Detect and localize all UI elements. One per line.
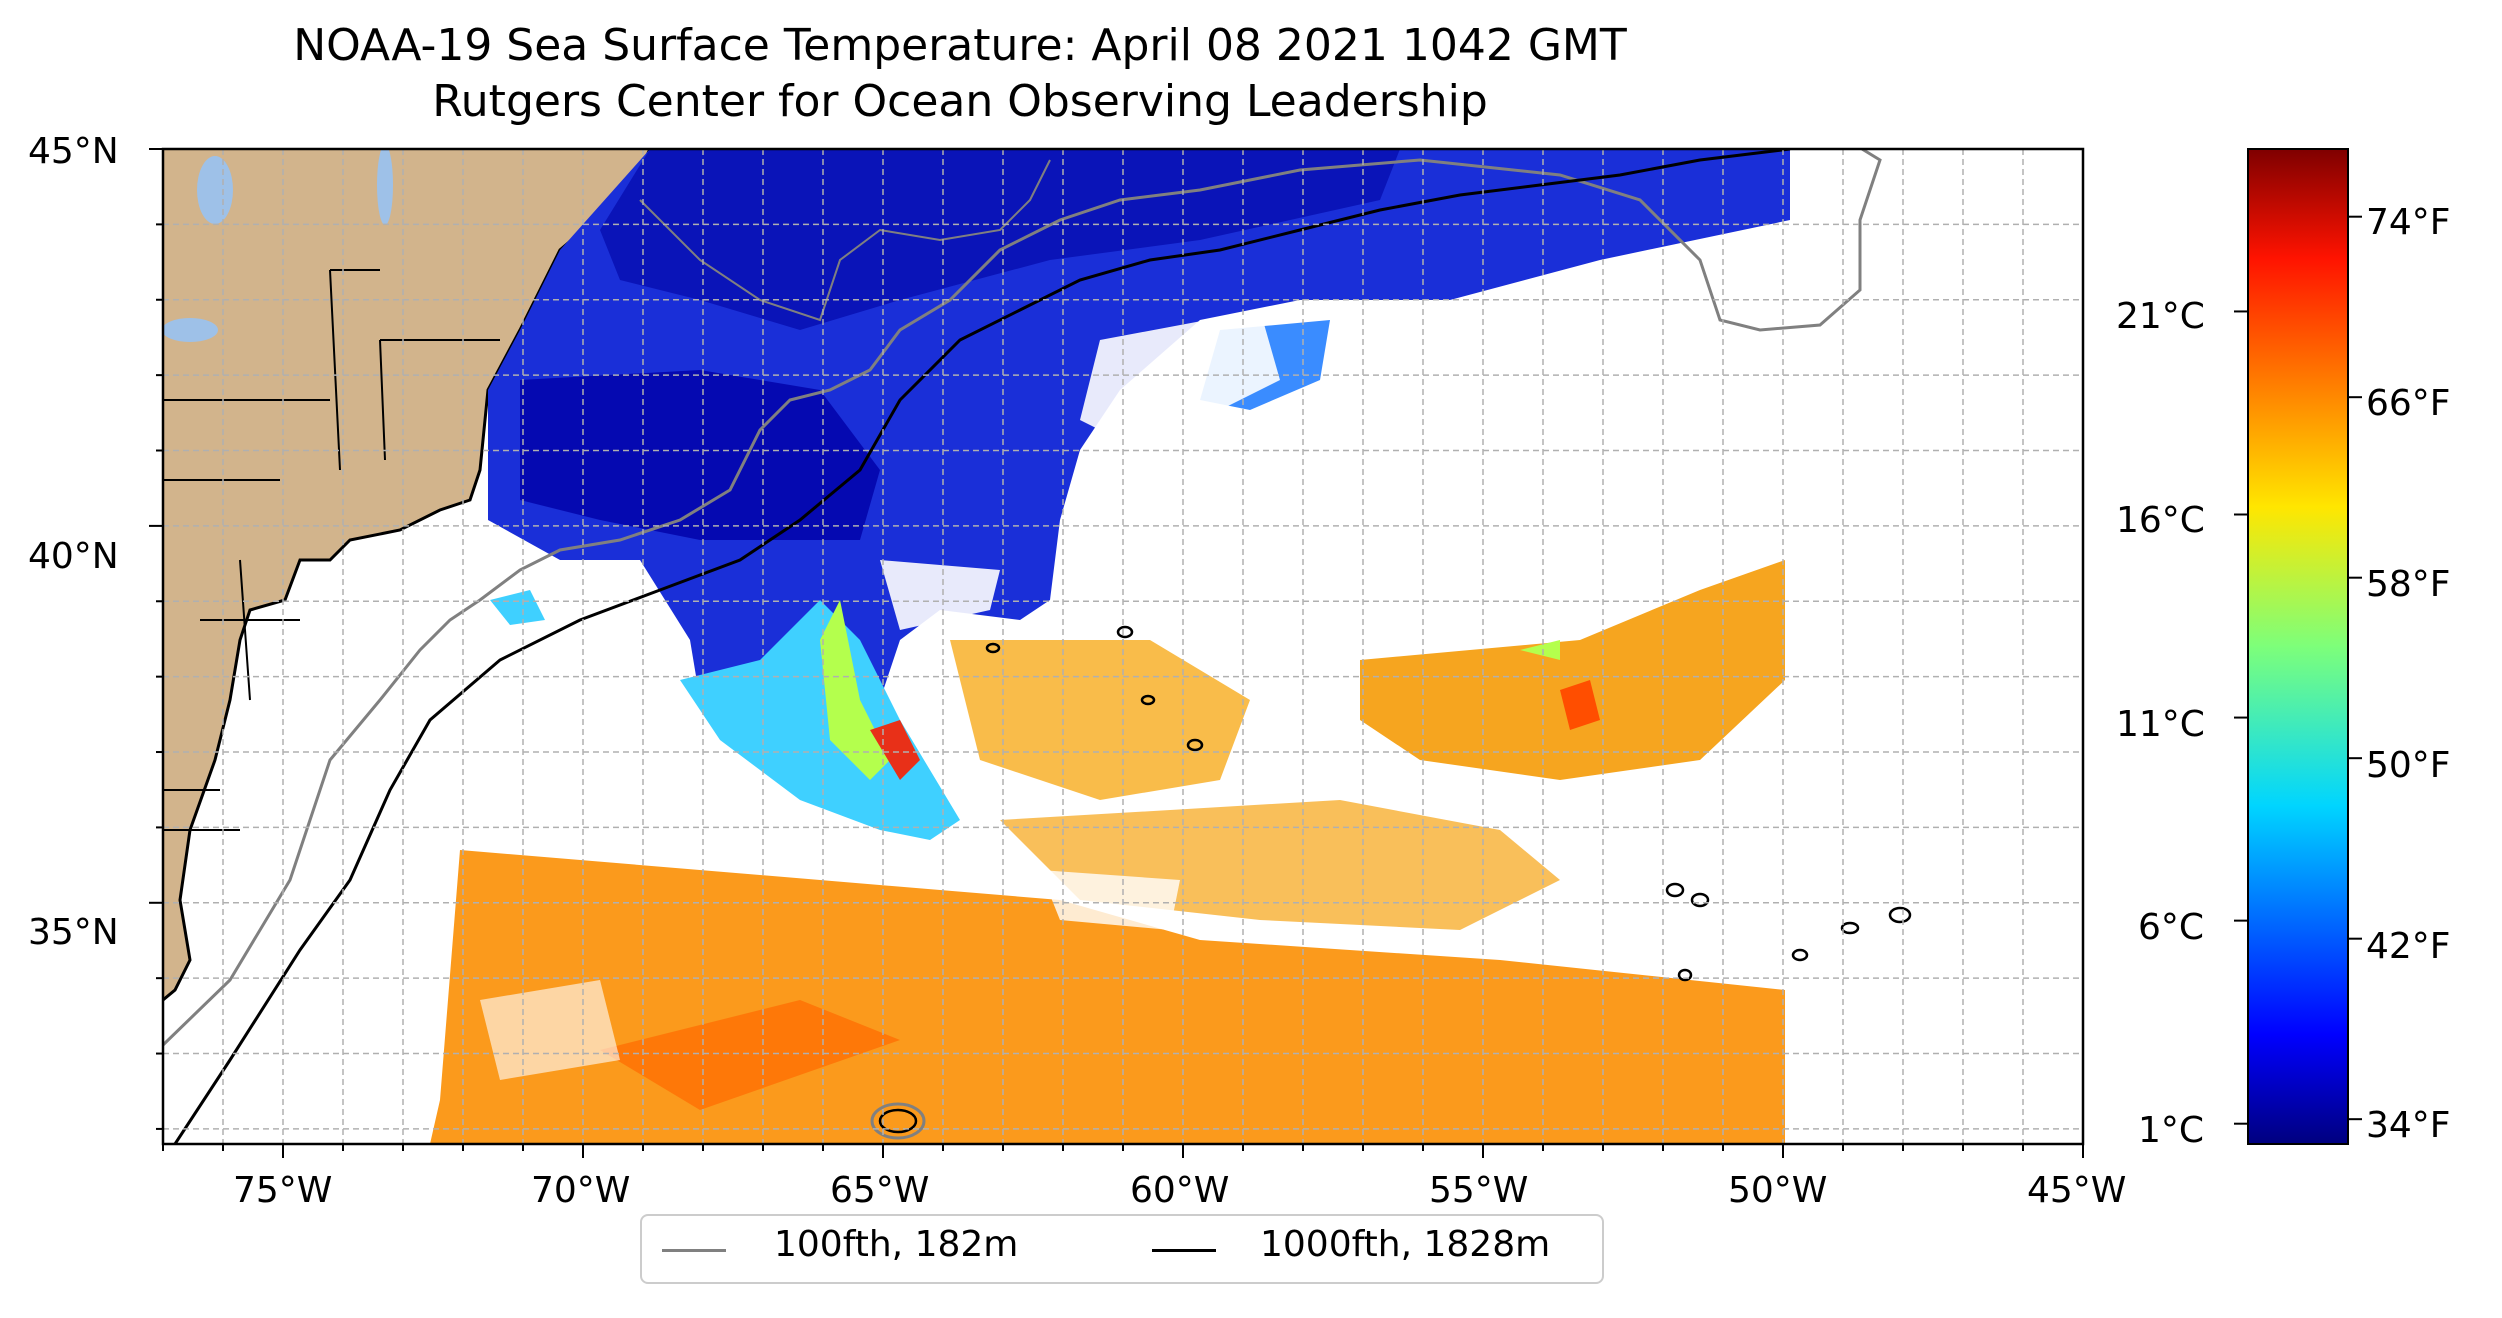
chart-title: NOAA-19 Sea Surface Temperature: April 0… (293, 20, 1627, 71)
cloud-gap (880, 560, 1000, 630)
lon-label-70w: 70°W (531, 1170, 631, 1211)
lake (377, 149, 393, 225)
legend-swatch-100fth (662, 1249, 726, 1252)
cloud-gap (1080, 310, 1280, 450)
lon-label-50w: 50°W (1728, 1170, 1828, 1211)
isobath-100fth (163, 149, 1882, 1047)
lon-label-75w: 75°W (233, 1170, 333, 1211)
lat-label-35: 35°N (28, 912, 119, 953)
sst-red-streak (600, 1000, 900, 1110)
isobath-100fth-inner (639, 159, 1051, 322)
sst-green-fleck (1520, 640, 1560, 660)
sst-gulf-plume (680, 600, 960, 840)
cloud-gap (480, 980, 620, 1080)
cbar-label-21c: 21°C (2116, 296, 2205, 337)
lake (163, 318, 218, 342)
sst-warm-plume (820, 600, 890, 780)
cbar-label-42f: 42°F (2366, 926, 2451, 967)
cbar-label-34f: 34°F (2366, 1105, 2451, 1146)
sst-warm-patch (950, 640, 1250, 800)
isobath-1000fth (173, 149, 1791, 1144)
lat-label-45: 45°N (28, 131, 119, 172)
cbar-label-16c: 16°C (2116, 500, 2205, 541)
cbar-label-50f: 50°F (2366, 745, 2451, 786)
lat-label-40: 40°N (28, 536, 119, 577)
cbar-label-74f: 74°F (2366, 202, 2451, 243)
seamounts (878, 625, 1912, 1134)
cbar-label-58f: 58°F (2366, 564, 2451, 605)
cbar-label-6c: 6°C (2138, 907, 2205, 948)
cbar-label-11c: 11°C (2116, 704, 2205, 745)
chart-subtitle: Rutgers Center for Ocean Observing Leade… (432, 76, 1488, 127)
seamounts-gray (870, 1102, 926, 1140)
sst-warm-patch (1360, 560, 1785, 780)
sst-cyan-patch (490, 590, 545, 625)
sst-red-patch (1560, 680, 1600, 730)
lon-label-45w: 45°W (2027, 1170, 2127, 1211)
lon-label-65w: 65°W (830, 1170, 930, 1211)
graticule (163, 149, 2083, 1144)
lon-label-55w: 55°W (1429, 1170, 1529, 1211)
state-borders (163, 269, 500, 831)
colorbar-ticks (2234, 215, 2362, 1125)
sst-cold-shelf (520, 370, 880, 540)
land-mass (163, 149, 650, 1000)
cbar-label-66f: 66°F (2366, 383, 2451, 424)
legend: 100fth, 182m 1000fth, 1828m (640, 1214, 1604, 1284)
legend-label-1000fth: 1000fth, 1828m (1260, 1224, 1551, 1265)
lake (197, 156, 233, 224)
map-ticks (149, 148, 2084, 1158)
sst-cold-deep (600, 149, 1400, 330)
legend-label-100fth: 100fth, 182m (774, 1224, 1019, 1265)
lon-label-60w: 60°W (1130, 1170, 1230, 1211)
colorbar (2247, 148, 2349, 1145)
cbar-label-1c: 1°C (2138, 1110, 2205, 1151)
legend-swatch-1000fth (1152, 1249, 1216, 1252)
cloud-gap (1040, 870, 1180, 930)
